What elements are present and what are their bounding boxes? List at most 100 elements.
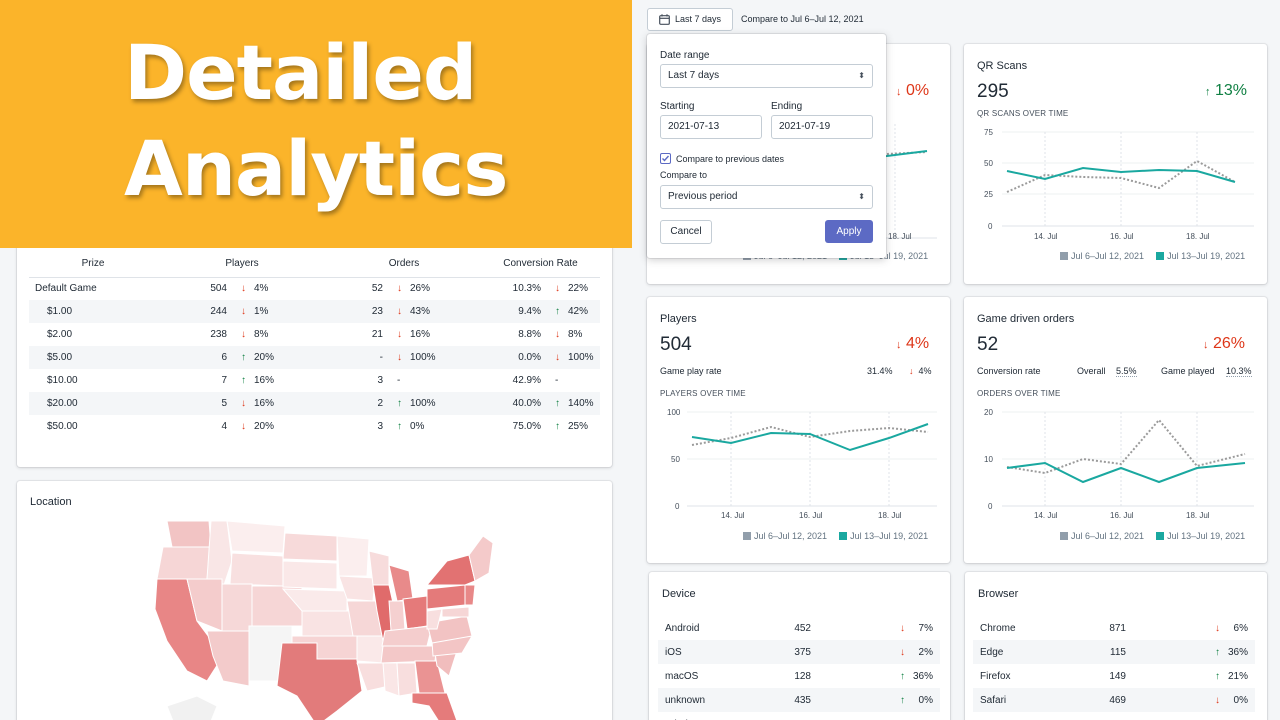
arrow-up-icon: ↑ [899, 670, 905, 682]
table-row: $50.00 4 ↓ 20% 3 ↑ 0% 75.0% ↑ 25% [29, 415, 600, 438]
table-cell: - [541, 369, 600, 392]
table-cell: 504 [157, 277, 227, 300]
date-range-button[interactable]: Last 7 days [647, 8, 733, 31]
table-cell: ↓ 1% [227, 300, 327, 323]
apply-button[interactable]: Apply [825, 220, 873, 243]
orders-series-previous [1006, 418, 1246, 475]
table-cell-value: - [397, 375, 401, 386]
map-state-texas [276, 642, 363, 720]
map-state-wyoming [229, 552, 284, 587]
arrow-down-icon: ↓ [397, 329, 402, 340]
table-cell-value: 22% [568, 283, 589, 295]
list-item-change: ↑ 36% [818, 664, 940, 688]
table-cell-value: 244 [210, 306, 227, 317]
prize-table-header-cell[interactable]: Orders [327, 250, 481, 278]
table-cell-value: 0% [410, 421, 425, 432]
table-cell: 5 [157, 392, 227, 415]
table-cell: 238 [157, 323, 227, 346]
list-item-change: ↓ 2% [818, 640, 940, 664]
map-state-south-dakota [282, 560, 338, 590]
qr-scans-title: QR Scans [977, 60, 1028, 72]
table-cell: ↓ 43% [383, 300, 481, 323]
us-choropleth-map[interactable] [17, 481, 612, 720]
table-row: $10.00 7 ↑ 16% 3 - 42.9% - [29, 369, 600, 392]
arrow-up-icon: ↑ [241, 352, 246, 363]
table-cell: ↑ 100% [383, 392, 481, 415]
banner-line-2: Analytics [124, 124, 508, 213]
table-cell-value: 10.3% [512, 283, 541, 295]
list-item-change-value: 0% [1233, 694, 1248, 706]
map-state-arkansas [356, 635, 386, 664]
table-cell: ↓ 16% [227, 392, 327, 415]
calendar-icon [659, 14, 670, 25]
table-cell-value: 26% [410, 283, 431, 295]
list-item-change: ↑ 0% [818, 688, 940, 712]
arrow-up-icon: ↑ [555, 421, 560, 432]
list-item: macOS 128 ↑ 36% [658, 664, 940, 688]
map-state-new-england [468, 535, 494, 582]
sessions-xtick: 18. Jul [888, 232, 912, 241]
table-cell: 23 [327, 300, 383, 323]
orders-legend: Jul 6–Jul 12, 2021 Jul 13–Jul 19, 2021 [1060, 531, 1245, 541]
table-cell: ↓ 100% [541, 346, 600, 369]
ending-label: Ending [771, 101, 803, 112]
table-cell-value: 42.9% [512, 375, 541, 386]
arrow-down-icon: ↓ [1215, 694, 1220, 706]
map-state-mississippi [382, 662, 400, 697]
arrow-down-icon: ↓ [555, 352, 560, 363]
table-cell: 10.3% [481, 277, 541, 300]
table-cell: ↓ 22% [541, 277, 600, 300]
list-item-change: ↑ 3% [818, 712, 940, 720]
table-cell-value: 16% [254, 398, 275, 409]
arrow-down-icon: ↓ [896, 339, 902, 351]
ending-date-input[interactable]: 2021-07-19 [771, 115, 873, 139]
list-item-label: Firefox [980, 670, 1011, 682]
table-cell: $20.00 [29, 392, 157, 415]
list-item-label: Edge [973, 640, 1093, 664]
map-state-west-virginia [426, 608, 443, 630]
device-title: Device [662, 588, 696, 600]
cancel-button[interactable]: Cancel [660, 220, 712, 244]
prize-table-header-cell[interactable]: Prize [29, 250, 157, 278]
table-cell-value: 100% [568, 352, 594, 363]
map-state-minnesota [336, 535, 370, 577]
table-cell: 244 [157, 300, 227, 323]
prize-table-header-cell[interactable]: Conversion Rate [481, 250, 600, 278]
table-cell: ↑ 0% [383, 415, 481, 438]
list-item: iOS 375 ↓ 2% [658, 640, 940, 664]
orders-caption: ORDERS OVER TIME [977, 389, 1061, 398]
table-cell: 3 [327, 415, 383, 438]
arrow-down-icon: ↓ [241, 421, 246, 432]
compare-to-select[interactable]: Previous period ⬍ [660, 185, 873, 209]
list-item-label: Chrome [980, 622, 1016, 634]
compare-checkbox[interactable] [660, 153, 671, 164]
qr-legend: Jul 6–Jul 12, 2021 Jul 13–Jul 19, 2021 [1060, 251, 1245, 261]
date-range-button-label: Last 7 days [675, 14, 722, 24]
table-cell: ↑ 20% [227, 346, 327, 369]
list-item: Chrome 871 ↓ 6% [973, 616, 1255, 640]
table-cell-value: 75.0% [512, 421, 541, 432]
prize-table-header-cell[interactable]: Players [157, 250, 327, 278]
date-range-select[interactable]: Last 7 days ⬍ [660, 64, 873, 88]
table-cell-value: - [379, 352, 383, 363]
list-item-change-value: 3% [913, 719, 933, 720]
list-item-label: unknown [658, 688, 778, 712]
map-state-maryland [441, 606, 470, 618]
table-cell: ↓ 26% [383, 277, 481, 300]
starting-date-input[interactable]: 2021-07-13 [660, 115, 762, 139]
table-cell-value: $50.00 [47, 421, 78, 432]
table-cell: Default Game [29, 277, 157, 300]
table-cell: 9.4% [481, 300, 541, 323]
list-item-change-value: 36% [1227, 646, 1248, 658]
table-cell-value: 4% [254, 283, 269, 295]
table-cell: 2 [327, 392, 383, 415]
qr-scans-chart [1002, 131, 1254, 227]
table-row: $1.00 244 ↓ 1% 23 ↓ 43% 9.4% ↑ 42% [29, 300, 600, 323]
table-cell-value: 3 [377, 421, 383, 432]
map-state-michigan [388, 564, 414, 602]
map-state-florida [411, 692, 458, 720]
select-caret-icon: ⬍ [858, 71, 865, 80]
table-cell: ↓ 8% [541, 323, 600, 346]
map-state-north-dakota [282, 532, 338, 562]
prize-table-card: Prize Players Orders Conversion Rate Default… [17, 236, 612, 467]
